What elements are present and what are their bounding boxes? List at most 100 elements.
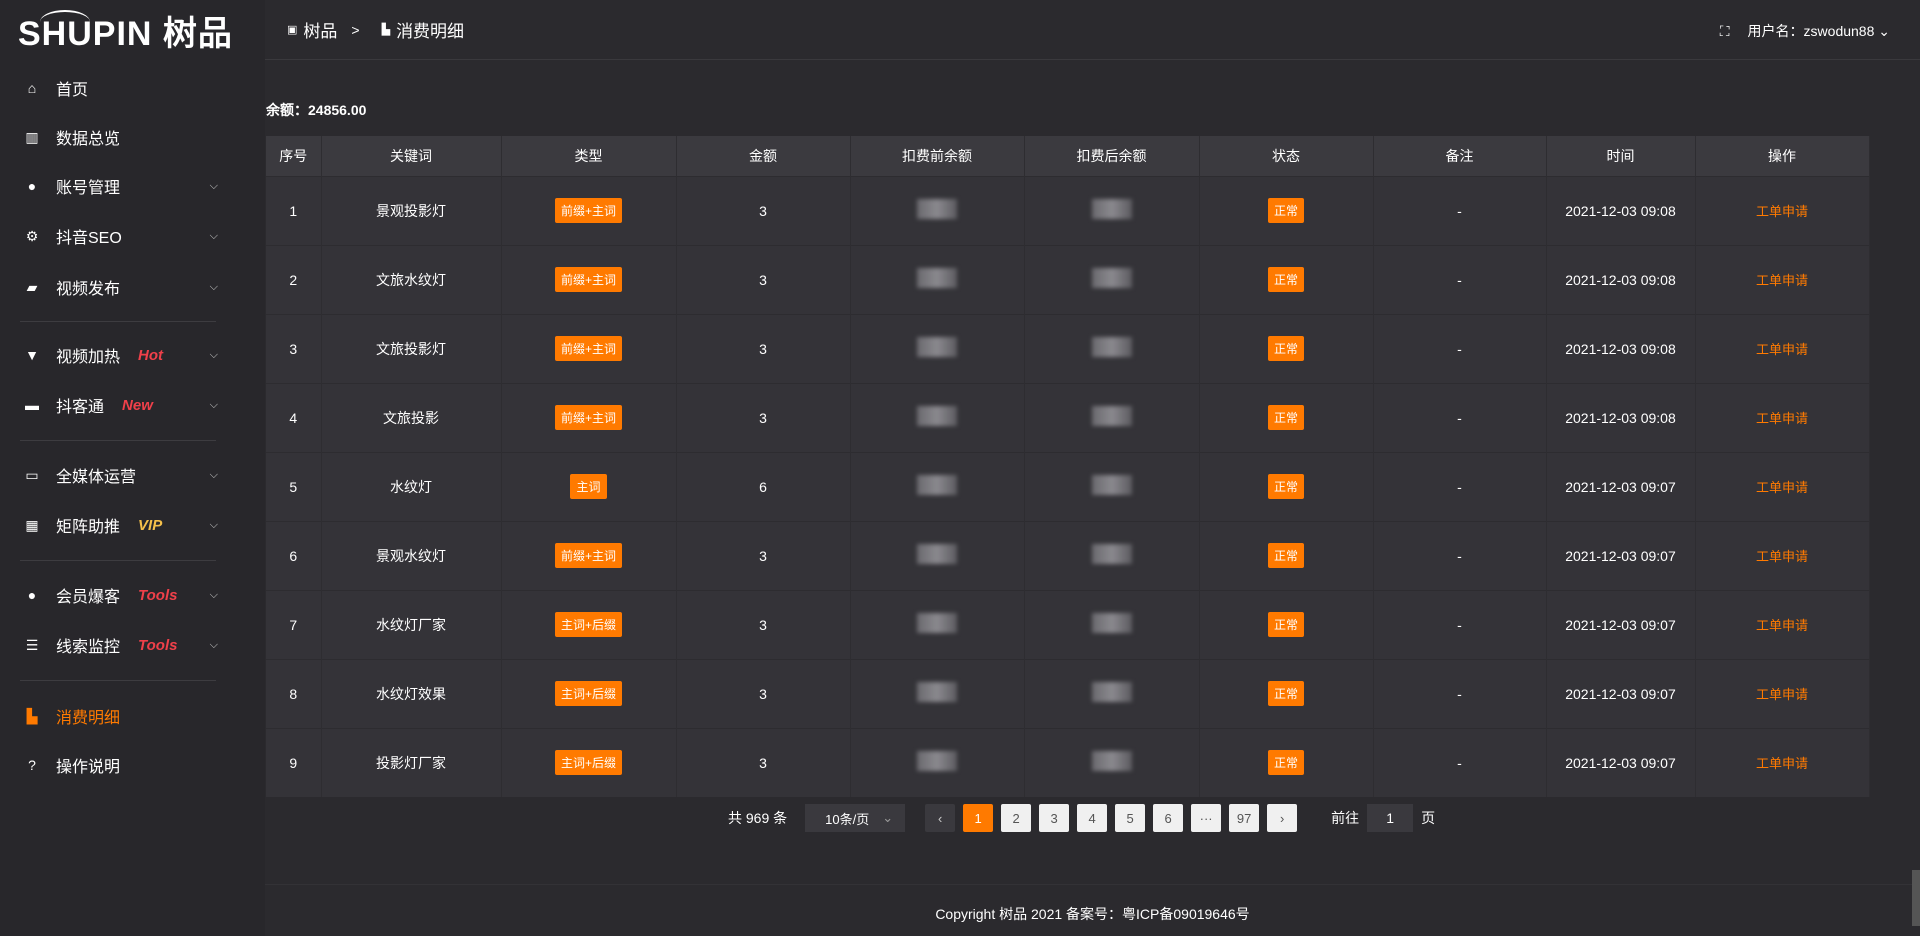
page-button[interactable]: 4 xyxy=(1077,804,1108,832)
redacted-balance-before xyxy=(917,682,957,702)
breadcrumb-root[interactable]: 树品 xyxy=(303,22,338,41)
balance-before-cell xyxy=(850,175,1025,245)
column-header: 扣费前余额 xyxy=(850,136,1025,176)
sidebar-item-4[interactable]: ⚙ 抖音SEO ⌵ xyxy=(0,218,240,254)
sidebar-item-label: 线索监控 xyxy=(56,639,121,656)
redacted-balance-before xyxy=(917,199,957,219)
balance-before-cell xyxy=(850,589,1025,659)
type-cell: 前缀+主词 xyxy=(501,313,677,383)
time: 2021-12-03 09:07 xyxy=(1546,451,1696,521)
ticket-apply-link[interactable]: 工单申请 xyxy=(1755,411,1808,426)
type-badge: 前缀+主词 xyxy=(554,405,622,430)
ticket-apply-link[interactable]: 工单申请 xyxy=(1755,273,1808,288)
redacted-balance-after xyxy=(1091,268,1132,288)
page-button[interactable]: 1 xyxy=(963,804,994,832)
page-button[interactable]: 97 xyxy=(1229,804,1260,832)
sidebar-item-label: 操作说明 xyxy=(56,759,121,776)
type-badge: 前缀+主词 xyxy=(554,336,622,361)
row-number: 1 xyxy=(266,175,322,245)
ticket-apply-link[interactable]: 工单申请 xyxy=(1755,618,1808,633)
sidebar-item-10[interactable]: ● 会员爆客 Tools ⌵ xyxy=(0,577,240,613)
page-button[interactable]: 2 xyxy=(1001,804,1032,832)
fullscreen-icon[interactable]: ⛶ xyxy=(1719,22,1730,39)
next-page-button[interactable]: › xyxy=(1267,804,1298,832)
breadcrumb-separator: > xyxy=(351,21,360,38)
balance-after-cell xyxy=(1024,244,1200,314)
page-size-select[interactable]: 10条/页 ⌄ xyxy=(805,804,906,832)
sidebar-item-12[interactable]: ▙ 消费明细 xyxy=(0,698,240,734)
sidebar-item-5[interactable]: ▰ 视频发布 ⌵ xyxy=(0,269,240,305)
sidebar-item-label: 视频加热 xyxy=(56,349,121,366)
time: 2021-12-03 09:07 xyxy=(1546,589,1696,659)
note: - xyxy=(1373,520,1547,590)
column-header: 状态 xyxy=(1199,136,1374,176)
amount: 3 xyxy=(676,313,851,383)
table-row: 4 文旅投影 前缀+主词 3 正常 - 2021-12-03 09:08 工单申… xyxy=(266,382,1870,452)
ticket-apply-link[interactable]: 工单申请 xyxy=(1755,204,1808,219)
ticket-apply-link[interactable]: 工单申请 xyxy=(1755,756,1808,772)
balance-before-cell xyxy=(850,451,1025,521)
sidebar-item-1[interactable]: ⌂ 首页 xyxy=(0,70,240,106)
redacted-balance-before xyxy=(917,751,957,772)
sidebar-item-9[interactable]: ▦ 矩阵助推 VIP ⌵ xyxy=(0,507,240,543)
scrollbar[interactable] xyxy=(1912,870,1920,926)
chevron-down-icon: ⌵ xyxy=(209,638,218,651)
user-menu[interactable]: 用户名：zswodun88 ⌄ xyxy=(1748,21,1890,41)
amount: 6 xyxy=(676,451,851,521)
action-cell: 工单申请 xyxy=(1695,451,1870,521)
goto-page-input[interactable]: 1 xyxy=(1367,804,1414,832)
action-cell: 工单申请 xyxy=(1695,382,1870,452)
redacted-balance-before xyxy=(917,337,957,357)
sidebar-item-6[interactable]: ▼ 视频加热 Hot ⌵ xyxy=(0,337,240,373)
wallet-icon: ▙ xyxy=(381,24,391,36)
row-number: 7 xyxy=(266,589,322,659)
ticket-apply-link[interactable]: 工单申请 xyxy=(1755,480,1808,495)
chevron-down-icon: ⌵ xyxy=(209,179,218,192)
time: 2021-12-03 09:08 xyxy=(1546,382,1696,452)
page-button[interactable]: 3 xyxy=(1039,804,1070,832)
balance-before-cell xyxy=(850,382,1025,452)
amount: 3 xyxy=(676,589,851,659)
row-number: 8 xyxy=(266,658,322,728)
ticket-apply-link[interactable]: 工单申请 xyxy=(1755,549,1808,564)
redacted-balance-before xyxy=(917,406,957,426)
page-button[interactable]: 5 xyxy=(1115,804,1146,832)
sidebar-item-2[interactable]: ▥ 数据总览 xyxy=(0,119,240,155)
sidebar-item-label: 首页 xyxy=(56,82,89,99)
redacted-balance-after xyxy=(1091,406,1132,426)
sidebar-item-11[interactable]: ☰ 线索监控 Tools ⌵ xyxy=(0,627,240,663)
keyword: 水纹灯厂家 xyxy=(321,589,502,659)
time: 2021-12-03 09:08 xyxy=(1546,175,1696,245)
note: - xyxy=(1373,589,1547,659)
redacted-balance-before xyxy=(917,268,957,288)
sidebar-item-7[interactable]: ▬ 抖客通 New ⌵ xyxy=(0,387,240,423)
page-button[interactable]: ··· xyxy=(1191,804,1222,832)
note: - xyxy=(1373,727,1547,797)
balance-after-cell xyxy=(1024,382,1200,452)
column-header: 时间 xyxy=(1546,136,1696,176)
consumption-table: 序号 关键词 类型 金额 扣费前余额 扣费后余额 状态 备注 时间 操作 1 景观投影灯 前缀+主… xyxy=(266,136,1870,797)
redacted-balance-before xyxy=(917,475,957,495)
sidebar-item-13[interactable]: ? 操作说明 xyxy=(0,747,240,783)
grid-icon: ▦ xyxy=(25,516,39,533)
balance-before-cell xyxy=(850,520,1025,590)
prev-page-button[interactable]: ‹ xyxy=(925,804,956,832)
status-badge: 正常 xyxy=(1267,681,1304,706)
chevron-down-icon: ⌄ xyxy=(882,810,894,825)
type-badge: 前缀+主词 xyxy=(554,543,622,568)
gear-icon: ⚙ xyxy=(25,227,39,244)
redacted-balance-after xyxy=(1091,475,1132,495)
sidebar-item-3[interactable]: ● 账号管理 ⌵ xyxy=(0,168,240,204)
chevron-down-icon: ⌵ xyxy=(209,348,218,361)
type-cell: 前缀+主词 xyxy=(501,382,677,452)
balance-before-cell xyxy=(850,313,1025,383)
ticket-apply-link[interactable]: 工单申请 xyxy=(1755,342,1808,357)
page-button[interactable]: 6 xyxy=(1153,804,1184,832)
header: ▣ 树品 > ▙ 消费明细 ⛶ 用户名：zswodun88 ⌄ xyxy=(265,0,1920,60)
table-row: 7 水纹灯厂家 主词+后缀 3 正常 - 2021-12-03 09:07 工单… xyxy=(266,589,1870,659)
status-badge: 正常 xyxy=(1267,405,1304,430)
action-cell: 工单申请 xyxy=(1695,589,1870,659)
total-count: 共 969 条 xyxy=(728,810,788,826)
ticket-apply-link[interactable]: 工单申请 xyxy=(1755,687,1808,702)
sidebar-item-8[interactable]: ▭ 全媒体运营 ⌵ xyxy=(0,457,240,493)
